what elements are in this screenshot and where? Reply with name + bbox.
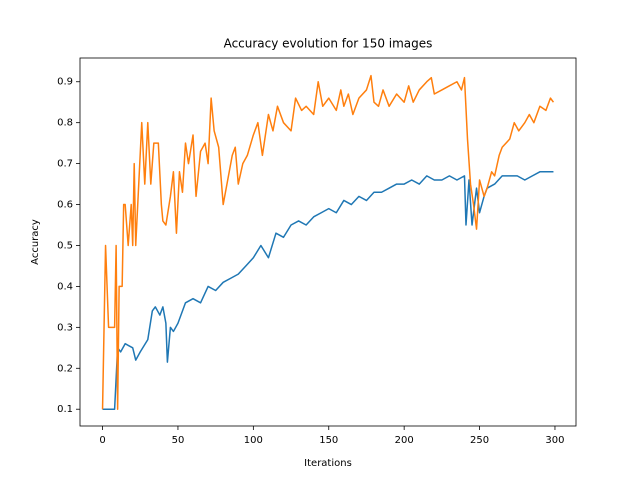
data-line (102, 171, 554, 410)
x-tick-label: 200 (395, 435, 414, 446)
y-tick-label: 0.4 (57, 281, 73, 292)
plot-frame (79, 57, 577, 427)
y-tick-label: 0.2 (57, 363, 73, 374)
y-tick-label: 0.5 (57, 240, 73, 251)
x-tick-label: 150 (319, 435, 338, 446)
x-tick-label: 250 (470, 435, 489, 446)
x-tick-label: 50 (172, 435, 185, 446)
y-tick-label: 0.3 (57, 322, 73, 333)
x-tick-label: 300 (545, 435, 564, 446)
y-tick-label: 0.9 (57, 77, 73, 88)
chart-title: Accuracy evolution for 150 images (224, 37, 433, 51)
x-tick-label: 100 (244, 435, 263, 446)
y-tick-label: 0.1 (57, 404, 73, 415)
x-axis-label: Iterations (304, 458, 352, 469)
y-tick-label: 0.8 (57, 118, 73, 129)
x-tick-label: 0 (99, 435, 105, 446)
y-tick-label: 0.7 (57, 159, 73, 170)
y-axis-label: Accuracy (30, 219, 41, 265)
y-tick-label: 0.6 (57, 200, 73, 211)
data-line (101, 74, 555, 410)
